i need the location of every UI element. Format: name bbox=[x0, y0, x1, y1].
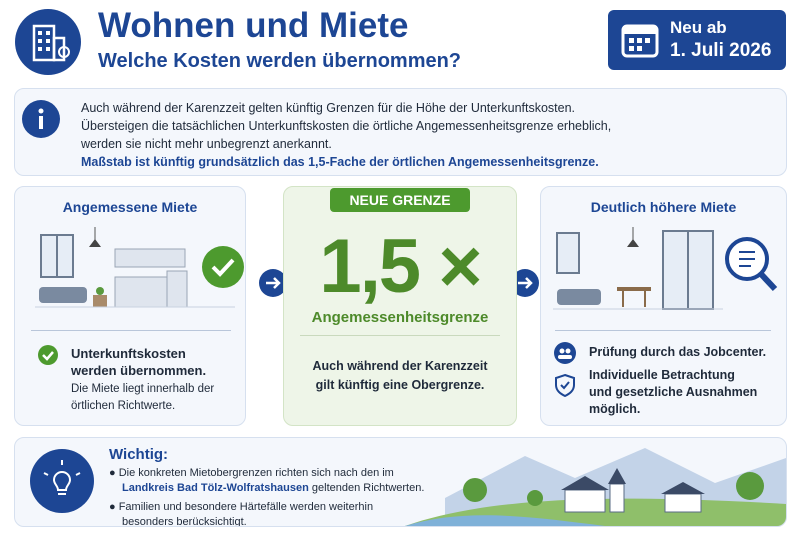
note-line: Die Miete liegt innerhalb der bbox=[71, 383, 215, 395]
header-icon bbox=[15, 9, 81, 75]
landscape bbox=[405, 448, 786, 526]
arrow bbox=[511, 269, 539, 297]
divider bbox=[31, 330, 231, 331]
check-icon bbox=[202, 246, 244, 288]
subtitle: Welche Kosten werden übernommen? bbox=[98, 50, 462, 72]
calendar-icon bbox=[621, 24, 659, 58]
card-title: Deutlich höhere Miete bbox=[590, 199, 737, 215]
info-line: Auch während der Karenzzeit gelten künft… bbox=[81, 101, 576, 115]
check-line: Unterkunftskosten bbox=[71, 346, 186, 361]
bullet: ● Die konkreten Mietobergrenzen richten … bbox=[109, 467, 394, 479]
check-text: Unterkunftskosten werden übernommen. bbox=[71, 345, 206, 379]
bullet: Landkreis Bad Tölz-Wolfratshausen gelten… bbox=[109, 481, 424, 496]
item-line: und gesetzliche Ausnahmen bbox=[589, 385, 758, 399]
info-text: Auch während der Karenzzeit gelten künft… bbox=[81, 99, 611, 171]
region: Landkreis Bad Tölz-Wolfratshausen bbox=[122, 482, 309, 494]
important-title: Wichtig: bbox=[109, 446, 169, 463]
info-icon bbox=[22, 100, 60, 138]
info-line: Übersteigen die tatsächlichen Unterkunft… bbox=[81, 119, 612, 133]
right-item: Prüfung durch das Jobcenter. bbox=[589, 345, 766, 359]
check-line: werden übernommen. bbox=[71, 363, 207, 378]
left-card: Angemessene Miete Unterkunftskosten werd… bbox=[14, 186, 246, 426]
room-illustration bbox=[553, 227, 778, 310]
important-box: Wichtig: ● Die konkreten Mietobergrenzen… bbox=[14, 437, 787, 527]
note-text: Die Miete liegt innerhalb der örtlichen … bbox=[71, 381, 214, 415]
bulb-icon bbox=[30, 449, 94, 513]
arrow bbox=[259, 269, 287, 297]
shield-icon bbox=[555, 373, 575, 397]
info-box: Auch während der Karenzzeit gelten künft… bbox=[14, 88, 787, 176]
middle-line: Auch während der Karenzzeit bbox=[312, 359, 488, 373]
item-line: möglich. bbox=[589, 402, 641, 416]
middle-card: NEUE GRENZE 1,5 × Angemessenheitsgrenze … bbox=[283, 186, 517, 426]
divider bbox=[555, 330, 771, 331]
middle-text: Auch während der Karenzzeit gilt künftig… bbox=[284, 357, 516, 395]
item-line: Prüfung durch das Jobcenter. bbox=[589, 345, 767, 359]
bullet-text: geltenden Richtwerten. bbox=[311, 482, 425, 494]
bullet: besonders berücksichtigt. bbox=[109, 515, 424, 527]
title: Wohnen und Miete bbox=[98, 6, 409, 45]
factor: 1,5 × bbox=[319, 224, 482, 309]
info-line: werden sie nicht mehr unbegrenzt anerkan… bbox=[81, 137, 332, 151]
bullet-text: Familien und besondere Härtefälle werden… bbox=[118, 501, 374, 513]
room-illustration bbox=[35, 227, 235, 309]
new-limit-badge: NEUE GRENZE bbox=[330, 188, 470, 212]
date-badge: Neu ab 1. Juli 2026 bbox=[608, 10, 786, 70]
right-item: Individuelle Betrachtung und gesetzliche… bbox=[589, 367, 757, 418]
people-icon bbox=[554, 342, 576, 364]
note-line: örtlichen Richtwerte. bbox=[71, 400, 176, 412]
divider bbox=[300, 335, 500, 336]
right-card: Deutlich höhere Miete Prüfung durch das … bbox=[540, 186, 787, 426]
middle-line: gilt künftig eine Obergrenze. bbox=[315, 378, 485, 392]
item-line: Individuelle Betrachtung bbox=[589, 368, 735, 382]
badge-date: 1. Juli 2026 bbox=[670, 40, 772, 61]
check-small bbox=[38, 345, 58, 365]
info-highlight: Maßstab ist künftig grundsätzlich das 1,… bbox=[81, 155, 599, 169]
bullet: ● Familien und besondere Härtefälle werd… bbox=[109, 501, 374, 513]
bullet-text: Die konkreten Mietobergrenzen richten si… bbox=[118, 467, 394, 479]
badge-label: Neu ab bbox=[670, 18, 727, 37]
factor-label: Angemessenheitsgrenze bbox=[311, 309, 489, 326]
bullets: ● Die konkreten Mietobergrenzen richten … bbox=[109, 466, 424, 527]
card-title: Angemessene Miete bbox=[62, 199, 198, 215]
bullet-text: besonders berücksichtigt. bbox=[122, 516, 247, 527]
